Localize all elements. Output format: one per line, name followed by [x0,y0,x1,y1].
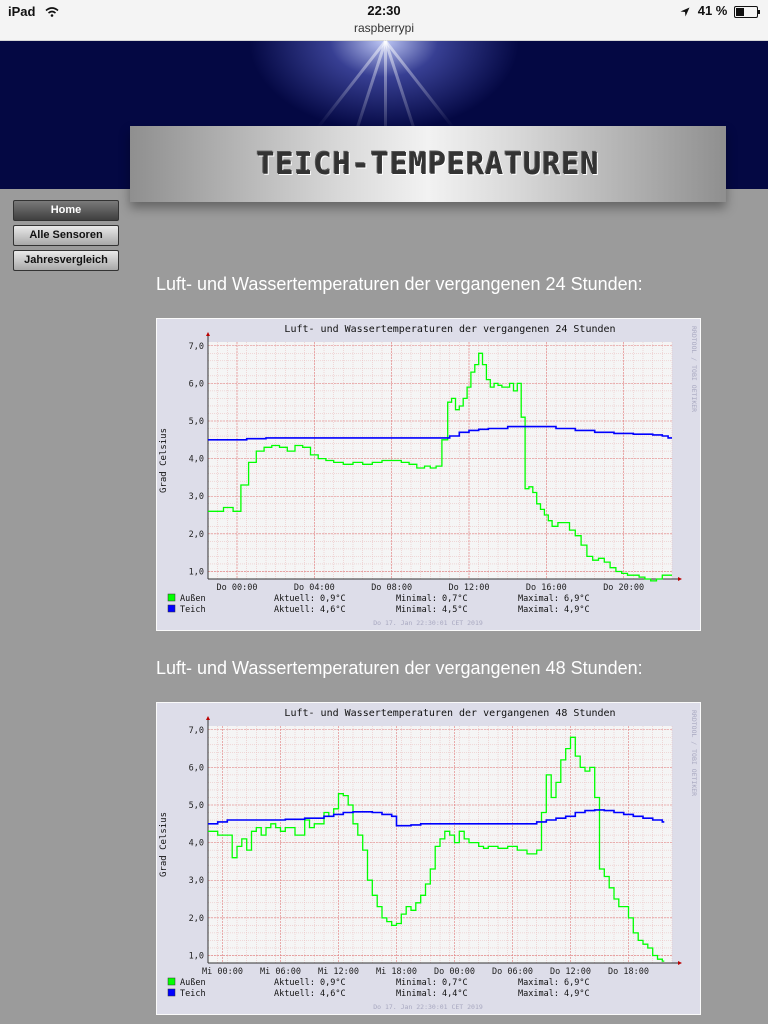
y-tick-label: 6,0 [189,379,204,389]
legend-name: Außen [180,594,206,604]
chart-24h: 1,0 2,0 3,0 4,0 5,0 6,0 7,0 Do 00:00 Do 04:00 Do … [156,318,701,631]
x-tick-label: Mi 00:00 [202,967,243,977]
x-tick-label: Do 18:00 [608,967,649,977]
legend-min: Minimal: 0,7°C [396,594,468,604]
series-line-aussen [208,352,672,582]
legend-name: Teich [180,989,206,999]
x-tick-label: Do 00:00 [217,583,258,593]
legend-swatch [167,593,176,602]
y-tick-label: 3,0 [189,492,204,502]
x-tick-label: Do 12:00 [449,583,490,593]
battery-icon [734,5,760,18]
legend-current: Aktuell: 0,9°C [274,978,346,988]
y-tick-label: 4,0 [189,455,204,465]
x-tick-label: Do 06:00 [492,967,533,977]
side-navigation: Home Alle Sensoren Jahresvergleich [13,200,119,275]
x-tick-label: Do 16:00 [526,583,567,593]
y-tick-label: 2,0 [189,914,204,924]
address-bar-url[interactable]: raspberrypi [353,21,415,35]
series-line-teich [208,425,672,441]
wifi-icon [45,6,59,17]
nav-home-button[interactable]: Home [13,200,119,221]
device-name: iPad [8,4,36,20]
legend-max: Maximal: 4,9°C [518,605,590,615]
y-axis-label: Grad Celsius [159,812,169,877]
rrdtool-watermark: RRDTOOL / TOBI OETIKER [690,326,698,412]
chart-frame [156,702,701,1015]
chart-svg: 1,0 2,0 3,0 4,0 5,0 6,0 7,0 Mi 00:00 Mi 06:00 Mi … [156,702,701,1015]
series-line-aussen [208,736,665,962]
status-time: 22:30 [367,3,401,18]
x-tick-label: Mi 12:00 [318,967,359,977]
y-tick-label: 7,0 [189,342,204,352]
title-banner: TEICH-TEMPERATUREN [130,126,726,202]
x-tick-label: Mi 06:00 [260,967,301,977]
series-line-teich [208,809,665,827]
legend-current: Aktuell: 4,6°C [274,605,346,615]
chart-frame [156,318,701,631]
legend-current: Aktuell: 0,9°C [274,594,346,604]
battery-fill [736,7,745,16]
y-tick-label: 2,0 [189,530,204,540]
y-tick-label: 1,0 [189,951,204,961]
chart-title: Luft- und Wassertemperaturen der vergang… [284,324,615,335]
chart-48h: 1,0 2,0 3,0 4,0 5,0 6,0 7,0 Mi 00:00 Mi 06:00 Mi … [156,702,701,1015]
battery-percent: 41 % [697,3,728,18]
x-tick-label: Do 08:00 [371,583,412,593]
y-tick-label: 4,0 [189,839,204,849]
x-tick-label: Mi 18:00 [376,967,417,977]
legend-min: Minimal: 4,5°C [396,605,468,615]
section-heading-24h: Luft- und Wassertemperaturen der vergang… [156,274,643,294]
legend-swatch [167,977,176,986]
chart-timestamp: Do 17. Jan 22:30:01 CET 2019 [373,619,483,627]
nav-year-comparison-button[interactable]: Jahresvergleich [13,250,119,271]
legend-name: Außen [180,978,206,988]
chart-svg: 1,0 2,0 3,0 4,0 5,0 6,0 7,0 Do 00:00 Do 04:00 Do … [156,318,701,631]
ios-status-bar: iPad 22:30 raspberrypi 41 % [0,0,768,41]
x-tick-label: Do 00:00 [434,967,475,977]
legend-min: Minimal: 0,7°C [396,978,468,988]
x-tick-label: Do 04:00 [294,583,335,593]
light-ray [316,40,387,129]
nav-all-sensors-button[interactable]: Alle Sensoren [13,225,119,246]
legend-current: Aktuell: 4,6°C [274,989,346,999]
legend-name: Teich [180,605,206,615]
chart-title: Luft- und Wassertemperaturen der vergang… [284,708,615,719]
site-title: TEICH-TEMPERATUREN [256,146,600,182]
status-left: iPad [8,3,59,19]
rrdtool-watermark: RRDTOOL / TOBI OETIKER [690,710,698,796]
y-tick-label: 1,0 [189,567,204,577]
y-tick-label: 3,0 [189,876,204,886]
legend-min: Minimal: 4,4°C [396,989,468,999]
y-axis-label: Grad Celsius [159,428,169,493]
legend-swatch [167,988,176,997]
y-axis-arrow [206,716,210,720]
x-axis-arrow [678,961,682,965]
legend-max: Maximal: 6,9°C [518,978,590,988]
status-right: 41 % [680,3,760,18]
y-tick-label: 6,0 [189,763,204,773]
chart-timestamp: Do 17. Jan 22:30:01 CET 2019 [373,1003,483,1011]
x-tick-label: Do 12:00 [550,967,591,977]
x-tick-label: Do 20:00 [603,583,644,593]
light-ray [384,41,387,151]
location-arrow-icon [680,7,690,17]
y-axis-arrow [206,332,210,336]
legend-max: Maximal: 6,9°C [518,594,590,604]
y-tick-label: 7,0 [189,726,204,736]
x-axis-arrow [678,577,682,581]
section-heading-48h: Luft- und Wassertemperaturen der vergang… [156,658,643,678]
y-tick-label: 5,0 [189,417,204,427]
legend-swatch [167,604,176,613]
legend-max: Maximal: 4,9°C [518,989,590,999]
light-ray [384,40,455,129]
y-tick-label: 5,0 [189,801,204,811]
